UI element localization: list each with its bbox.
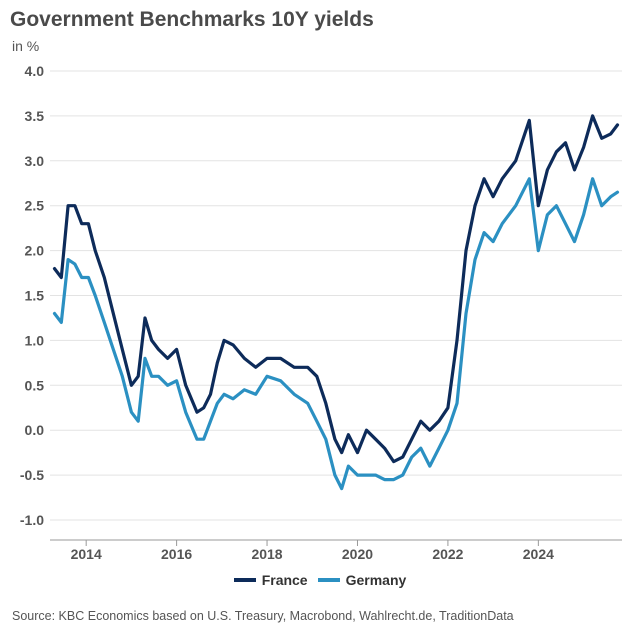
y-tick-label: 0.0 <box>25 422 45 438</box>
y-axis-unit-label: in % <box>12 38 40 54</box>
legend-item-germany: Germany <box>317 572 407 588</box>
y-tick-label: 2.0 <box>25 243 45 259</box>
x-tick-label: 2016 <box>161 546 192 562</box>
y-tick-label: 3.5 <box>25 108 45 124</box>
x-tick-label: 2020 <box>342 546 373 562</box>
gridlines <box>50 70 622 521</box>
x-tick-label: 2018 <box>251 546 282 562</box>
legend-swatch-germany <box>317 578 340 582</box>
y-tick-label: 0.5 <box>25 377 45 393</box>
series-lines <box>52 114 620 491</box>
series-line-france <box>52 114 620 464</box>
y-tick-label: -1.0 <box>20 512 44 528</box>
x-tick-label: 2022 <box>432 546 463 562</box>
y-tick-label: 2.5 <box>25 198 45 214</box>
legend-label-france: France <box>261 572 308 588</box>
legend-swatch-france <box>233 578 256 582</box>
legend: France Germany <box>0 572 640 588</box>
y-tick-label: 4.0 <box>25 63 45 79</box>
y-tick-label: 1.5 <box>25 288 45 304</box>
legend-item-france: France <box>233 572 308 588</box>
x-tick-label: 2024 <box>523 546 554 562</box>
chart-title: Government Benchmarks 10Y yields <box>10 8 374 31</box>
y-tick-label: 1.0 <box>25 332 45 348</box>
y-tick-label: 3.0 <box>25 153 45 169</box>
y-axis: 4.0 3.5 3.0 2.5 2.0 1.5 1.0 0.5 0.0 -0.5 -1.0 <box>20 63 44 528</box>
legend-label-germany: Germany <box>345 572 407 588</box>
y-tick-label: -0.5 <box>20 467 44 483</box>
x-axis: 2014 2016 2018 2020 2022 2024 <box>50 539 622 562</box>
series-line-germany <box>52 177 620 491</box>
source-note: Source: KBC Economics based on U.S. Trea… <box>12 609 514 623</box>
x-tick-label: 2014 <box>71 546 102 562</box>
